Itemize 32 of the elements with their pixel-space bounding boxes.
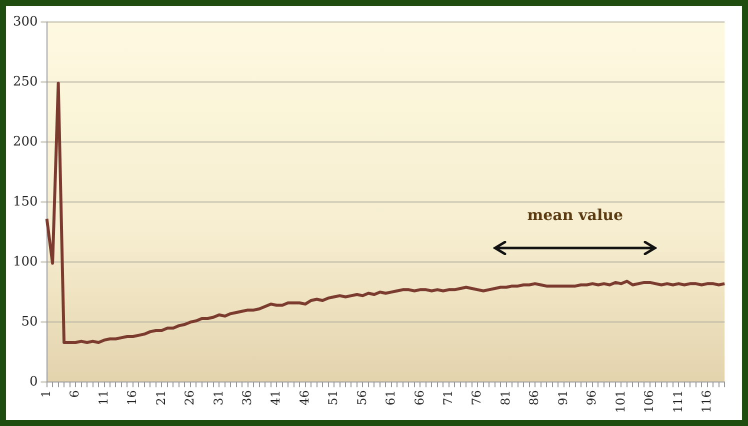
x-tick-label: 31 xyxy=(211,390,226,406)
x-tick-label: 111 xyxy=(670,390,685,413)
x-tick-label: 76 xyxy=(470,390,484,406)
y-tick-label: 150 xyxy=(12,194,38,210)
x-tick-label: 56 xyxy=(354,390,369,406)
y-tick-label: 0 xyxy=(30,374,38,390)
x-tick-label: 36 xyxy=(240,390,254,406)
x-tick-label: 91 xyxy=(556,390,570,406)
annotation: mean value xyxy=(527,206,624,224)
x-tick-label: 16 xyxy=(125,390,140,406)
x-tick-label: 71 xyxy=(441,390,456,406)
x-tick-label: 101 xyxy=(613,390,628,413)
x-tick-label: 6 xyxy=(68,390,82,398)
x-tick-label: 41 xyxy=(268,390,283,406)
y-tick-label: 100 xyxy=(12,254,38,270)
y-tick-label: 50 xyxy=(21,314,38,330)
x-tick-label: 1 xyxy=(38,390,53,398)
x-tick-label: 21 xyxy=(154,390,168,406)
x-tick-label: 81 xyxy=(498,390,512,406)
x-tick-label: 96 xyxy=(584,390,599,406)
x-tick-label: 26 xyxy=(182,390,197,406)
x-tick-label: 11 xyxy=(96,390,110,406)
x-tick-label: 116 xyxy=(699,390,714,413)
x-tick-label: 66 xyxy=(412,390,426,406)
y-tick-label: 250 xyxy=(12,74,38,90)
x-tick-label: 106 xyxy=(642,390,656,413)
x-tick-label: 61 xyxy=(384,390,398,406)
y-tick-label: 200 xyxy=(12,134,38,150)
x-tick-label: 51 xyxy=(326,390,340,406)
x-tick-label: 46 xyxy=(297,390,312,406)
y-tick-label: 300 xyxy=(12,14,38,30)
x-tick-label: 86 xyxy=(527,390,542,406)
